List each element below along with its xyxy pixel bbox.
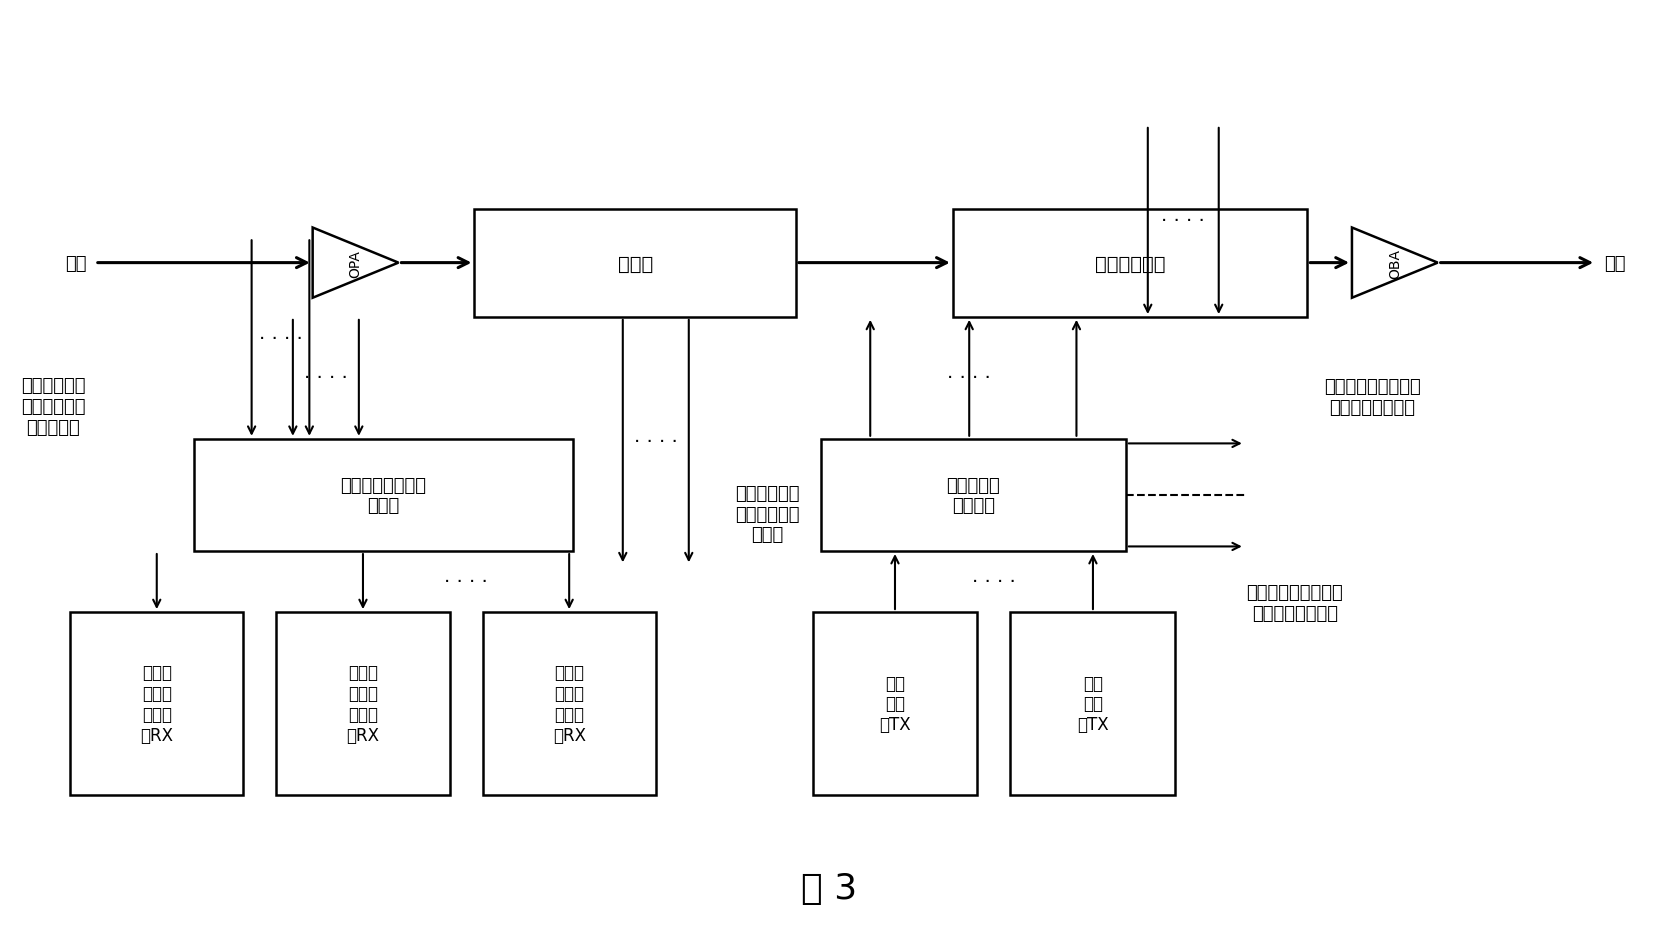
Text: 耦合器: 耦合器 (616, 254, 653, 274)
Bar (194, 439, 573, 551)
Bar (482, 613, 656, 795)
Text: 可调谐
滤波及
接收单
元RX: 可调谐 滤波及 接收单 元RX (141, 664, 172, 744)
Bar (70, 613, 244, 795)
Text: · · · ·: · · · · (971, 572, 1016, 592)
Bar (1009, 613, 1175, 795)
Text: · · · ·: · · · · (444, 572, 487, 592)
Text: · · · ·: · · · · (303, 369, 348, 388)
Text: 波长选择单元: 波长选择单元 (1094, 254, 1165, 274)
Text: · · · ·: · · · · (946, 369, 991, 388)
Text: 上路合波及
分配单元: 上路合波及 分配单元 (946, 476, 999, 514)
Text: · · · ·: · · · · (1160, 212, 1205, 231)
Text: 可调
谐上
路TX: 可调 谐上 路TX (878, 674, 910, 733)
Text: 来自其它方向
的下路广播输
入或升级口: 来自其它方向 的下路广播输 入或升级口 (20, 377, 85, 436)
Text: 可调
谐上
路TX: 可调 谐上 路TX (1077, 674, 1109, 733)
Text: 图 3: 图 3 (800, 871, 857, 905)
Text: · · · ·: · · · · (633, 432, 678, 451)
Bar (812, 613, 978, 795)
Bar (277, 613, 449, 795)
Bar (820, 439, 1125, 551)
Text: 输出: 输出 (1604, 254, 1626, 272)
Text: 来自其它方向的上路
广播输入或升级口: 来自其它方向的上路 广播输入或升级口 (1322, 378, 1420, 416)
Text: OBA: OBA (1387, 248, 1400, 278)
Text: 下路广播输出
至其它方向或
升级口: 下路广播输出 至其它方向或 升级口 (734, 484, 799, 544)
Bar (953, 210, 1307, 317)
Text: 可调谐
滤波及
接收单
元RX: 可调谐 滤波及 接收单 元RX (552, 664, 585, 744)
Text: OPA: OPA (348, 249, 363, 278)
Bar (474, 210, 795, 317)
Text: 下路波长选择及分
配单元: 下路波长选择及分 配单元 (340, 476, 426, 514)
Text: 上路波长广播输出至
其它方向或升级口: 上路波长广播输出至 其它方向或升级口 (1246, 583, 1342, 622)
Text: 可调谐
滤波及
接收单
元RX: 可调谐 滤波及 接收单 元RX (346, 664, 379, 744)
Text: 输入: 输入 (65, 254, 86, 272)
Text: · · · ·: · · · · (258, 329, 302, 348)
